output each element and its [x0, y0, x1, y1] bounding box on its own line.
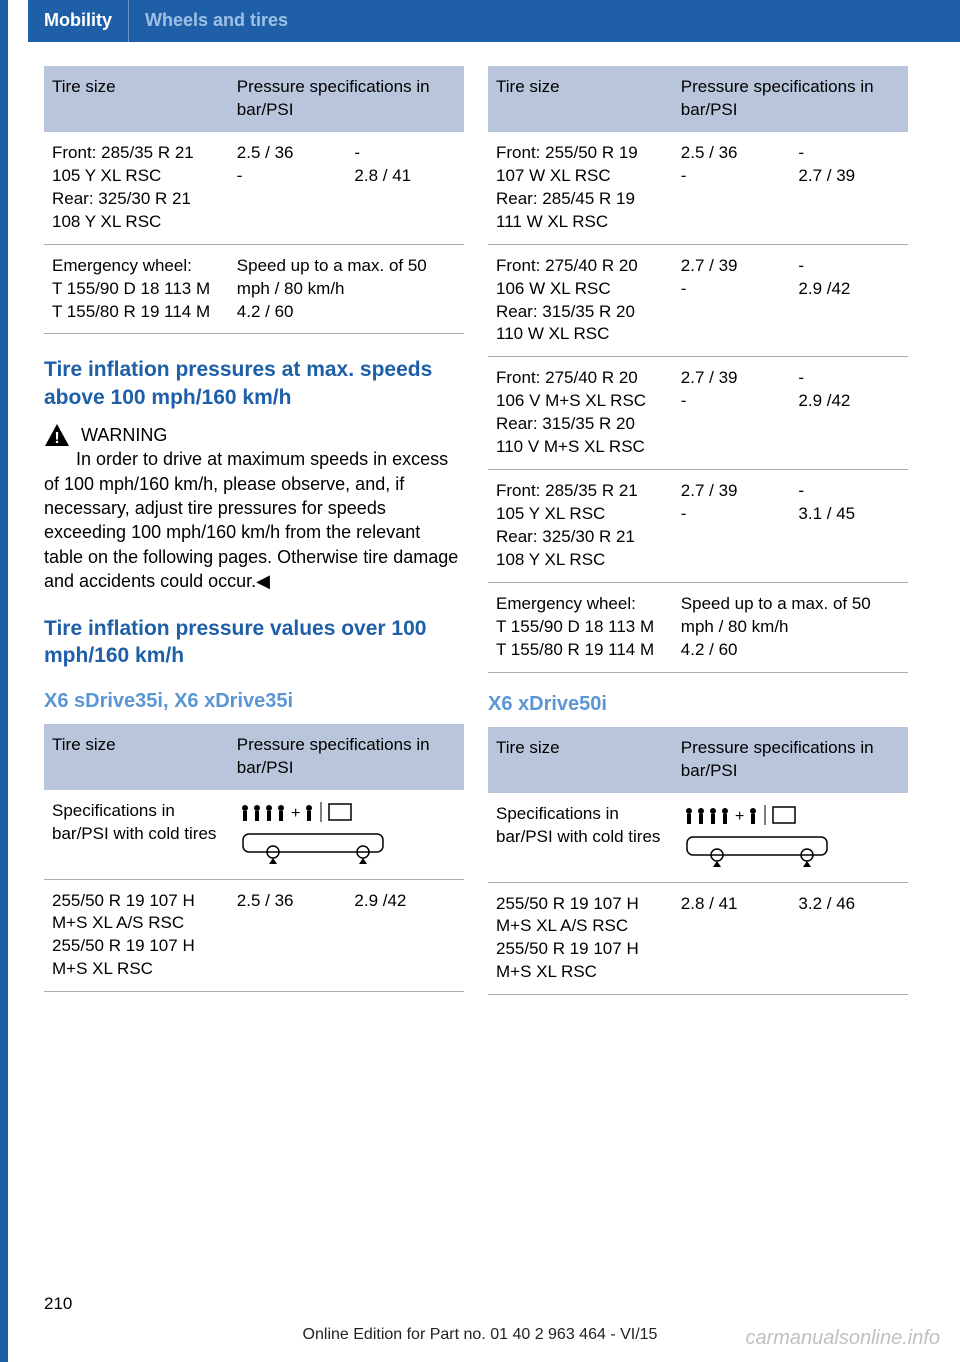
page-number: 210 [44, 1294, 72, 1314]
cell-size: Front: 275/40 R 20 106 V M+S XL RSC Rear… [488, 357, 673, 470]
cell-size: Emergency wheel: T 155/90 D 18 113 M T 1… [488, 582, 673, 672]
watermark: carmanualsonline.info [745, 1327, 940, 1350]
left-table-top: Tire size Pressure specifications in bar… [44, 66, 464, 334]
th-tire-size: Tire size [44, 66, 229, 132]
cell-p2: - 2.9 /42 [790, 244, 908, 357]
val: - [681, 165, 783, 188]
left-table-bottom: Tire size Pressure specifications in bar… [44, 724, 464, 993]
content-columns: Tire size Pressure specifications in bar… [0, 42, 960, 995]
warning-title: WARNING [81, 425, 167, 445]
table-row: Front: 285/35 R 21 105 Y XL RSC Rear: 32… [488, 470, 908, 583]
left-column: Tire size Pressure specifications in bar… [44, 66, 464, 995]
tab-wheels-tires: Wheels and tires [129, 0, 304, 42]
val: - [798, 142, 900, 165]
warning-icon: ! [44, 423, 70, 447]
heading-values-over: Tire inflation pressure values over 100 … [44, 615, 464, 670]
val: 2.9 /42 [798, 278, 900, 301]
th-pressure: Pressure specifications in bar/PSI [229, 66, 464, 132]
table-row: Front: 275/40 R 20 106 W XL RSC Rear: 31… [488, 244, 908, 357]
right-table-bottom: Tire size Pressure specifications in bar… [488, 727, 908, 996]
table-row: Specifications in bar/PSI with cold tire… [488, 793, 908, 882]
th-tire-size: Tire size [488, 66, 673, 132]
val: 2.7 / 39 [798, 165, 900, 188]
cell-specs-cold: Specifications in bar/PSI with cold tire… [44, 790, 229, 879]
cell-p1: 2.7 / 39 - [673, 357, 791, 470]
cell-size: Front: 285/35 R 21 105 Y XL RSC Rear: 32… [488, 470, 673, 583]
cell-p1: 2.5 / 36 - [229, 132, 347, 244]
th-pressure: Pressure specifications in bar/PSI [673, 66, 908, 132]
val: - [681, 390, 783, 413]
cell-p1: 2.5 / 36 - [673, 132, 791, 244]
heading-x6-50i: X6 xDrive50i [488, 691, 908, 717]
cell-p2: 2.9 /42 [346, 879, 464, 992]
load-diagram-icon: + [229, 790, 464, 879]
svg-text:!: ! [54, 430, 59, 447]
val: - [681, 503, 783, 526]
th-pressure: Pressure specifications in bar/PSI [229, 724, 464, 790]
cell-p2: - 2.7 / 39 [790, 132, 908, 244]
val: 2.9 /42 [798, 390, 900, 413]
table-row: Emergency wheel: T 155/90 D 18 113 M T 1… [44, 244, 464, 334]
table-row: 255/50 R 19 107 H M+S XL A/S RSC 255/50 … [44, 879, 464, 992]
cell-p1: 2.5 / 36 [229, 879, 347, 992]
cell-size: 255/50 R 19 107 H M+S XL A/S RSC 255/50 … [44, 879, 229, 992]
cell-note: Speed up to a max. of 50 mph / 80 km/h 4… [229, 244, 464, 334]
val: 2.7 / 39 [681, 480, 783, 503]
val: 2.8 / 41 [354, 165, 456, 188]
val: 2.5 / 36 [237, 142, 339, 165]
val: - [798, 255, 900, 278]
table-row: Front: 275/40 R 20 106 V M+S XL RSC Rear… [488, 357, 908, 470]
table-row: 255/50 R 19 107 H M+S XL A/S RSC 255/50 … [488, 882, 908, 995]
val: - [354, 142, 456, 165]
svg-text:+: + [291, 805, 300, 822]
val: 2.7 / 39 [681, 255, 783, 278]
table-row: Emergency wheel: T 155/90 D 18 113 M T 1… [488, 582, 908, 672]
table-row: Specifications in bar/PSI with cold tire… [44, 790, 464, 879]
load-diagram-icon: + [673, 793, 908, 882]
cell-p2: - 3.1 / 45 [790, 470, 908, 583]
th-tire-size: Tire size [488, 727, 673, 793]
cell-p1: 2.8 / 41 [673, 882, 791, 995]
table-row: Front: 285/35 R 21 105 Y XL RSC Rear: 32… [44, 132, 464, 244]
warning-block: ! WARNING In order to drive at maximum s… [44, 423, 464, 593]
cell-size: Emergency wheel: T 155/90 D 18 113 M T 1… [44, 244, 229, 334]
cell-p1: 2.7 / 39 - [673, 244, 791, 357]
cell-p2: - 2.8 / 41 [346, 132, 464, 244]
val: 2.5 / 36 [681, 142, 783, 165]
val: - [237, 165, 339, 188]
val: 3.1 / 45 [798, 503, 900, 526]
cell-p2: - 2.9 /42 [790, 357, 908, 470]
cell-size: Front: 285/35 R 21 105 Y XL RSC Rear: 32… [44, 132, 229, 244]
page-left-bar [0, 0, 8, 1362]
cell-note: Speed up to a max. of 50 mph / 80 km/h 4… [673, 582, 908, 672]
val: 2.7 / 39 [681, 367, 783, 390]
cell-p1: 2.7 / 39 - [673, 470, 791, 583]
cell-specs-cold: Specifications in bar/PSI with cold tire… [488, 793, 673, 882]
cell-p2: 3.2 / 46 [790, 882, 908, 995]
th-pressure: Pressure specifications in bar/PSI [673, 727, 908, 793]
table-row: Front: 255/50 R 19 107 W XL RSC Rear: 28… [488, 132, 908, 244]
warning-text: In order to drive at maximum speeds in e… [44, 449, 458, 590]
val: - [798, 367, 900, 390]
right-column: Tire size Pressure specifications in bar… [488, 66, 908, 995]
val: - [681, 278, 783, 301]
heading-max-speed: Tire inflation pressures at max. speeds … [44, 356, 464, 411]
heading-x6-35i: X6 sDrive35i, X6 xDrive35i [44, 688, 464, 714]
right-table-top: Tire size Pressure specifications in bar… [488, 66, 908, 673]
page-header: Mobility Wheels and tires [28, 0, 960, 42]
cell-size: 255/50 R 19 107 H M+S XL A/S RSC 255/50 … [488, 882, 673, 995]
cell-size: Front: 255/50 R 19 107 W XL RSC Rear: 28… [488, 132, 673, 244]
cell-size: Front: 275/40 R 20 106 W XL RSC Rear: 31… [488, 244, 673, 357]
val: - [798, 480, 900, 503]
tab-mobility: Mobility [28, 0, 129, 42]
th-tire-size: Tire size [44, 724, 229, 790]
svg-text:+: + [735, 808, 744, 825]
